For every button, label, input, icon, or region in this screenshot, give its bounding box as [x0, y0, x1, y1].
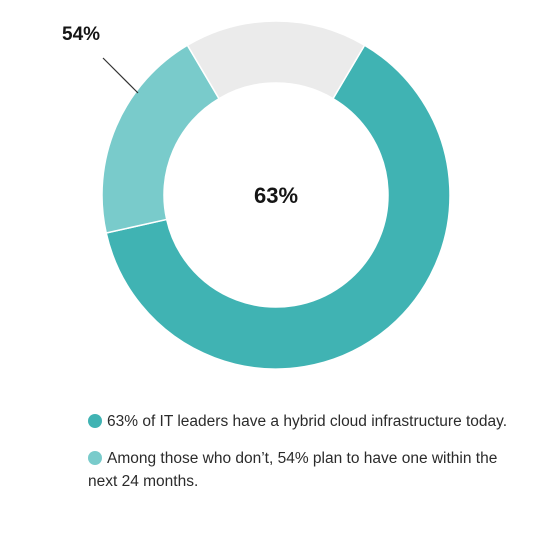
legend: 63% of IT leaders have a hybrid cloud in…	[88, 410, 508, 507]
legend-swatch-dark-teal	[88, 414, 102, 428]
donut-segment-hybrid-today	[105, 44, 451, 370]
legend-swatch-light-teal	[88, 451, 102, 465]
donut-chart: 54% 63%	[62, 20, 451, 370]
donut-segments	[101, 20, 451, 370]
callout-label: 54%	[62, 24, 100, 45]
donut-segment-remaining	[186, 20, 366, 100]
center-label: 63%	[254, 183, 298, 208]
legend-text: Among those who don’t, 54% plan to have …	[88, 450, 498, 490]
legend-text: 63% of IT leaders have a hybrid cloud in…	[107, 413, 508, 430]
legend-item-hybrid-today: 63% of IT leaders have a hybrid cloud in…	[88, 410, 508, 433]
legend-item-plan-24-months: Among those who don’t, 54% plan to have …	[88, 447, 508, 493]
callout-line	[102, 57, 139, 94]
donut-segment-plan-24-months	[101, 44, 221, 234]
